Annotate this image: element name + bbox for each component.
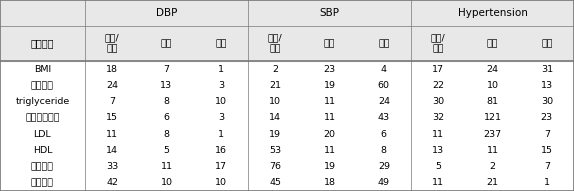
Text: 31: 31 (541, 65, 553, 74)
Text: 8: 8 (164, 130, 169, 139)
Text: 7: 7 (109, 97, 115, 106)
Text: 13: 13 (541, 81, 553, 90)
Text: 23: 23 (541, 113, 553, 122)
Text: 2: 2 (490, 162, 495, 171)
Text: 8: 8 (164, 97, 169, 106)
Text: 49: 49 (378, 178, 390, 187)
Text: 1: 1 (218, 65, 224, 74)
Text: 19: 19 (324, 162, 335, 171)
Text: 60: 60 (378, 81, 390, 90)
Text: 42: 42 (106, 178, 118, 187)
Text: Hypertension: Hypertension (457, 8, 528, 18)
Text: 16: 16 (215, 146, 227, 155)
Text: 15: 15 (106, 113, 118, 122)
Text: 11: 11 (324, 113, 335, 122)
Text: 11: 11 (324, 97, 335, 106)
Text: 13: 13 (432, 146, 444, 155)
Text: 30: 30 (432, 97, 444, 106)
Text: 10: 10 (269, 97, 281, 106)
Text: 24: 24 (378, 97, 390, 106)
Text: 8: 8 (381, 146, 387, 155)
Text: 안성/
안산: 안성/ 안산 (267, 34, 282, 53)
Text: 19: 19 (324, 81, 335, 90)
Text: 1: 1 (218, 130, 224, 139)
Text: 32: 32 (432, 113, 444, 122)
Text: 농초: 농초 (215, 39, 227, 48)
Text: 10: 10 (215, 178, 227, 187)
Text: 도시: 도시 (324, 39, 335, 48)
Text: SBP: SBP (320, 8, 339, 18)
Text: 81: 81 (487, 97, 498, 106)
Text: 21: 21 (269, 81, 281, 90)
Text: 6: 6 (381, 130, 387, 139)
Text: 18: 18 (106, 65, 118, 74)
Text: 7: 7 (164, 65, 169, 74)
Text: 4: 4 (381, 65, 387, 74)
Text: 20: 20 (324, 130, 335, 139)
Text: DBP: DBP (156, 8, 177, 18)
Text: 6: 6 (164, 113, 169, 122)
Text: 도시: 도시 (161, 39, 172, 48)
Text: 24: 24 (106, 81, 118, 90)
Text: 허리둘레: 허리둘레 (31, 81, 54, 90)
Text: LDL: LDL (34, 130, 51, 139)
Text: 농초: 농초 (378, 39, 390, 48)
Text: 11: 11 (106, 130, 118, 139)
Text: 23: 23 (323, 65, 336, 74)
Text: 121: 121 (483, 113, 502, 122)
Text: triglyceride: triglyceride (15, 97, 69, 106)
Text: 7: 7 (544, 130, 550, 139)
Text: 10: 10 (215, 97, 227, 106)
Text: 음주여부: 음주여부 (31, 162, 54, 171)
Text: 22: 22 (432, 81, 444, 90)
Text: 흙연여부: 흙연여부 (31, 178, 54, 187)
Text: 11: 11 (487, 146, 498, 155)
Text: 45: 45 (269, 178, 281, 187)
Text: 17: 17 (215, 162, 227, 171)
Text: 11: 11 (324, 146, 335, 155)
Text: 53: 53 (269, 146, 281, 155)
Text: 2: 2 (272, 65, 278, 74)
Text: 농초: 농초 (541, 39, 553, 48)
Text: 10: 10 (161, 178, 172, 187)
Text: 43: 43 (378, 113, 390, 122)
Text: 17: 17 (432, 65, 444, 74)
Text: 11: 11 (432, 178, 444, 187)
Text: 7: 7 (544, 162, 550, 171)
Text: 3: 3 (218, 81, 224, 90)
Text: 18: 18 (324, 178, 335, 187)
Text: 237: 237 (483, 130, 502, 139)
Text: 3: 3 (218, 113, 224, 122)
Text: 14: 14 (269, 113, 281, 122)
Text: 1: 1 (544, 178, 550, 187)
Text: HDL: HDL (33, 146, 52, 155)
Text: 안성/
안산: 안성/ 안산 (430, 34, 445, 53)
Text: 10: 10 (487, 81, 498, 90)
Text: 76: 76 (269, 162, 281, 171)
Text: 30: 30 (541, 97, 553, 106)
Text: 11: 11 (432, 130, 444, 139)
Text: 환경변수: 환경변수 (31, 38, 54, 49)
Text: 33: 33 (106, 162, 118, 171)
Text: BMI: BMI (34, 65, 51, 74)
Text: 14: 14 (106, 146, 118, 155)
Bar (0, 0, 574, 61)
Text: 21: 21 (487, 178, 498, 187)
Text: 5: 5 (435, 162, 441, 171)
Text: 15: 15 (541, 146, 553, 155)
Text: 완콜레스테롤: 완콜레스테롤 (25, 113, 60, 122)
Text: 24: 24 (487, 65, 498, 74)
Text: 13: 13 (160, 81, 173, 90)
Text: 안성/
안산: 안성/ 안산 (104, 34, 119, 53)
Text: 29: 29 (378, 162, 390, 171)
Text: 도시: 도시 (487, 39, 498, 48)
Text: 11: 11 (161, 162, 172, 171)
Text: 5: 5 (164, 146, 169, 155)
Text: 19: 19 (269, 130, 281, 139)
